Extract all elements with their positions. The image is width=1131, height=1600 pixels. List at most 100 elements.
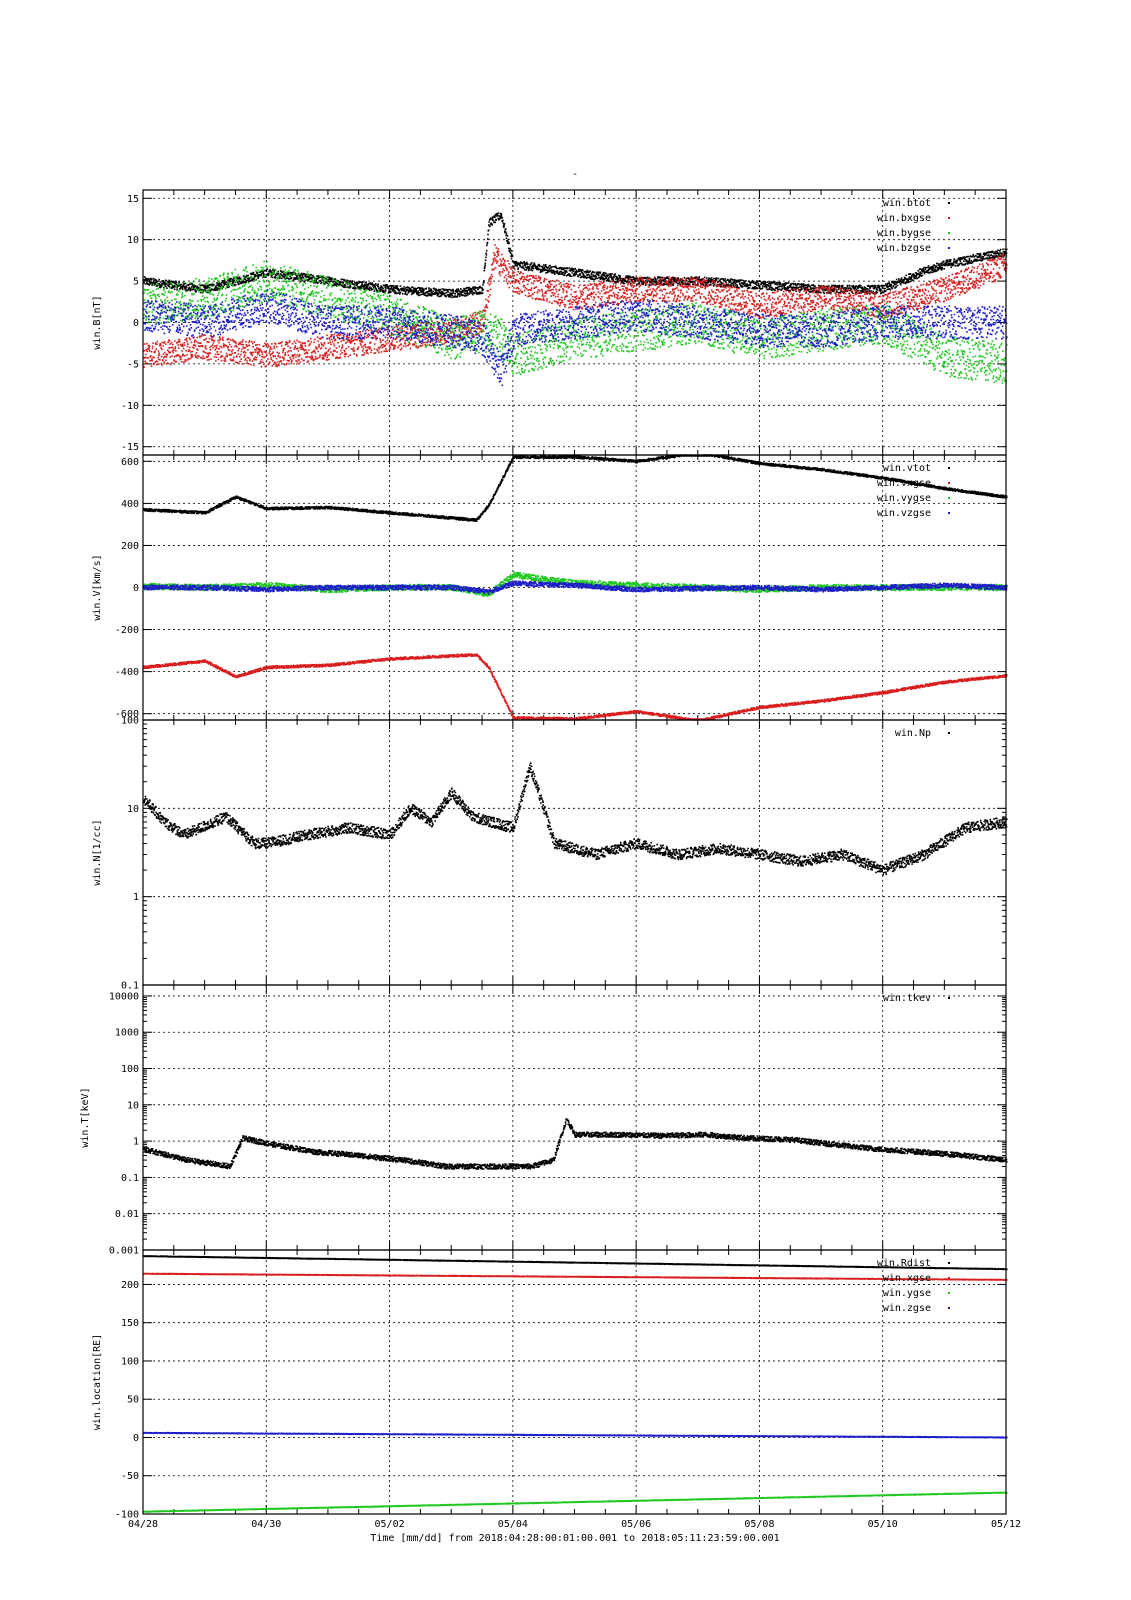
legend-entry: win.ygse (883, 1288, 931, 1299)
x-tick-label: 05/02 (375, 1519, 405, 1530)
legend-marker (948, 1277, 950, 1279)
panel-1: 15 10 5 0 -5 -10 -15 win.B[nT] win.btot win.bxgse… (92, 189, 1008, 456)
legend-marker (948, 732, 950, 734)
x-tick-label: 05/08 (744, 1519, 774, 1530)
panel-frame (142, 984, 1007, 1251)
y-tick-label: 50 (127, 1395, 139, 1406)
legend-entry: win.zgse (883, 1303, 931, 1314)
y-axis-label: win.V[km/s] (92, 554, 103, 620)
y-tick-label: 100 (121, 1356, 139, 1367)
legend-marker (948, 1292, 950, 1294)
series-win.ygse (143, 1491, 1008, 1513)
legend-entry: win.xgse (883, 1273, 931, 1284)
legend-entry: win.bygse (877, 228, 931, 239)
y-tick-label: 150 (121, 1318, 139, 1329)
series-win.Np (143, 762, 1008, 876)
y-tick-label: 200 (121, 1280, 139, 1291)
y-tick-label: 10000 (109, 991, 139, 1002)
legend-entry: win.btot (883, 198, 931, 209)
y-tick-label: 400 (121, 499, 139, 510)
series-marks (143, 1431, 1008, 1439)
legend-entry: win.vtot (883, 463, 931, 474)
y-tick-label: -600 (115, 709, 139, 720)
series-marks (143, 1255, 1008, 1271)
y-axis-label: win.location[RE] (92, 1334, 103, 1430)
legend-entry: win.Np (895, 728, 931, 739)
y-tick-label: 10 (127, 804, 139, 815)
y-tick-label: 5 (133, 277, 139, 288)
series-marks (143, 1118, 1008, 1170)
series-win.btot (143, 212, 1008, 299)
y-tick-label: 0.1 (121, 981, 139, 992)
legend-entry: win.vygse (877, 493, 931, 504)
y-tick-label: 100 (121, 1064, 139, 1075)
series-marks (143, 288, 1008, 387)
series-marks (143, 580, 1008, 595)
y-tick-label: 200 (121, 541, 139, 552)
y-axis-label: win.B[nT] (92, 295, 103, 349)
y-tick-label: -100 (115, 1510, 139, 1521)
y-tick-label: 600 (121, 457, 139, 468)
y-tick-label: 100 (121, 716, 139, 727)
legend-marker (948, 467, 950, 469)
series-win.vtot (143, 454, 1008, 522)
y-tick-label: -400 (115, 667, 139, 678)
x-axis-label: Time [mm/dd] from 2018:04:28:00:01:00.00… (370, 1533, 779, 1544)
panels: 151050-5-10-15win.B[nT]win.btotwin.bxgse… (80, 189, 1008, 1521)
legend-entry: win.vxgse (877, 478, 931, 489)
legend-entry: win.bzgse (877, 243, 931, 254)
legend-marker (948, 1307, 950, 1309)
legend-marker (948, 217, 950, 219)
legend-entry: win.tkev (883, 993, 931, 1004)
y-tick-label: -200 (115, 625, 139, 636)
y-tick-label: 10 (127, 1100, 139, 1111)
legend-marker (948, 997, 950, 999)
y-axis-label: win.T[keV] (80, 1087, 91, 1147)
y-tick-label: 15 (127, 194, 139, 205)
legend-entry: win.bxgse (877, 213, 931, 224)
x-axis: 04/28 04/30 05/02 05/04 05/06 05/08 05/10 05/12 (128, 1519, 1021, 1530)
y-tick-label: 0.01 (115, 1209, 139, 1220)
series-win.xgse (143, 1272, 1008, 1281)
series-marks (143, 1491, 1008, 1513)
y-tick-label: 1 (133, 892, 139, 903)
x-tick-label: 05/10 (868, 1519, 898, 1530)
legend-entry: win.vzgse (877, 508, 931, 519)
x-tick-label: 05/04 (498, 1519, 528, 1530)
y-tick-label: 0.1 (121, 1173, 139, 1184)
y-tick-label: 0 (133, 1433, 139, 1444)
series-win.bzgse (143, 288, 1008, 387)
legend-marker (948, 232, 950, 234)
series-marks (143, 1272, 1008, 1281)
x-tick-label: 04/30 (251, 1519, 281, 1530)
y-tick-label: 0 (133, 583, 139, 594)
y-tick-label: 10 (127, 235, 139, 246)
y-tick-label: -15 (121, 442, 139, 453)
y-axis-label: win.N[1/cc] (92, 819, 103, 885)
x-tick-label: 05/06 (621, 1519, 651, 1530)
panel-3: 100 10 1 0.1 win.N[1/cc] win.Np (92, 716, 1008, 992)
y-tick-label: -10 (121, 401, 139, 412)
panel-frame (142, 1249, 1007, 1515)
series-win.vxgse (143, 653, 1008, 721)
panel-2: 600 400 200 0 -200 -400 -600 win.V[km/s] win.vto… (92, 454, 1008, 721)
series-marks (143, 762, 1008, 876)
legend-marker (948, 1262, 950, 1264)
series-win.Rdist (143, 1255, 1008, 1271)
figure-title: - (572, 169, 578, 180)
y-tick-label: -5 (127, 359, 139, 370)
series-marks (143, 212, 1008, 299)
panel-4: 10000 1000 100 10 1 0.1 0.01 0.001 win.T[keV] win… (80, 984, 1008, 1257)
y-tick-label: -50 (121, 1471, 139, 1482)
y-tick-label: 1 (133, 1137, 139, 1148)
series-marks (143, 454, 1008, 522)
legend-entry: win.Rdist (877, 1258, 931, 1269)
legend-marker (948, 482, 950, 484)
legend-marker (948, 497, 950, 499)
y-tick-label: 0 (133, 318, 139, 329)
series-win.tkev (143, 1118, 1008, 1170)
legend-marker (948, 247, 950, 249)
x-tick-label: 04/28 (128, 1519, 158, 1530)
panel-5: 200 150 100 50 0 -50 -100 win.location[RE] win.R… (92, 1249, 1008, 1521)
